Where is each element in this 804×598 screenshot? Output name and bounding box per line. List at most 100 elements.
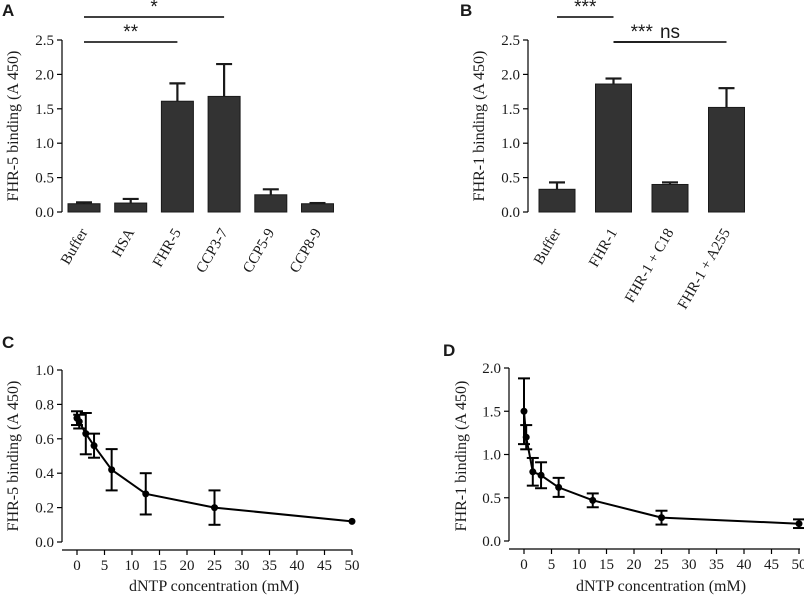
panel-d-y-tick-label: 0.0: [482, 534, 501, 550]
panel-a-letter: A: [2, 1, 14, 20]
panel-d-data-point: [658, 514, 665, 522]
panel-c-y-tick-label: 0.6: [35, 432, 54, 448]
panel-b-significance-label: ***: [631, 22, 654, 43]
panel-b: B 0.0 0.5 1.0 1.5 2.0 2.5 *** *** ns Buffer FHR-…: [460, 0, 745, 312]
panel-d-data-point: [555, 483, 563, 491]
panel-d-series-line: [523, 411, 800, 525]
panel-b-bar: [595, 83, 632, 213]
panel-c-x-tick-label: 40: [290, 558, 305, 574]
panel-a: A 0.00.51.01.52.02.5 *** Buffer HSA FHR-5 C…: [2, 0, 334, 276]
panel-c-y-tick-label: 0.8: [35, 397, 54, 413]
panel-c-y-tick-label: 0.4: [35, 466, 54, 482]
panel-b-y-tick-label: 2.5: [501, 33, 520, 49]
panel-b-bar: [651, 183, 689, 213]
panel-b-y-tick-label: 0.5: [501, 171, 520, 187]
panel-a-y-tick-label: 2.5: [35, 33, 54, 49]
panel-c-y-tick-label: 0.2: [35, 501, 54, 517]
panel-c-x-tick-label: 10: [125, 558, 140, 574]
panel-a-y-tick-label: 1.0: [35, 136, 54, 152]
panel-d-x-tick-label: 10: [572, 557, 587, 573]
panel-b-y-tick-label: 1.5: [501, 102, 520, 118]
panel-b-category-label: Buffer: [531, 226, 564, 268]
panel-d-x-tick-label: 25: [654, 557, 669, 573]
panel-c-x-tick-label: 5: [101, 558, 109, 574]
panel-a-bar: [301, 203, 334, 213]
panel-d-y-tick-label: 2.0: [482, 361, 501, 377]
panel-b-y-tick-label: 1.0: [501, 136, 520, 152]
panel-c-x-label: dNTP concentration (mM): [129, 578, 299, 595]
panel-d-letter: D: [443, 341, 455, 360]
panel-d-x-tick-label: 15: [599, 557, 614, 573]
panel-a-category-label: FHR-5: [150, 226, 185, 270]
panel-b-category-label: FHR-1 + C18: [622, 226, 677, 306]
panel-a-bar: [67, 203, 101, 213]
panel-d-y-ticks: 0.0 0.5 1.0 1.5 2.0: [482, 361, 509, 550]
panel-c-x-tick-label: 35: [262, 558, 277, 574]
panel-a-y-tick-label: 1.5: [35, 102, 54, 118]
panel-c-y-tick-label: 1.0: [35, 363, 54, 379]
panel-a-y-tick-label: 0.5: [35, 171, 54, 187]
panel-c-letter: C: [2, 333, 14, 352]
panel-a-bar: [207, 95, 241, 213]
panel-b-bars: [538, 77, 745, 213]
panel-d-data-point: [589, 496, 597, 504]
panel-c-y-tick-label: 0.0: [35, 535, 54, 551]
panel-c-data-point: [82, 430, 90, 438]
panel-d-data-point: [522, 433, 530, 441]
panel-c-x-ticks: 0 5 10 15 20 25 30 35 40 45 50: [73, 550, 360, 574]
panel-c-y-ticks: 0.0 0.2 0.4 0.6 0.8 1.0: [35, 363, 62, 551]
panel-b-category-label: FHR-1 + A255: [675, 226, 734, 312]
panel-c-x-tick-label: 15: [152, 558, 167, 574]
panel-d-data-point: [795, 520, 803, 528]
panel-a-category-label: CCP3-7: [194, 226, 232, 276]
panel-a-y-label: FHR-5 binding (A 450): [5, 51, 22, 202]
panel-b-category-label: FHR-1: [586, 226, 621, 270]
panel-b-y-tick-label: 2.0: [501, 67, 520, 83]
panel-b-y-ticks: 0.0 0.5 1.0 1.5 2.0 2.5: [501, 33, 528, 221]
panel-a-y-tick-label: 2.0: [35, 67, 54, 83]
panel-a-significance-label: *: [150, 0, 158, 18]
panel-b-bar: [538, 188, 576, 213]
panel-c-x-tick-label: 0: [73, 558, 81, 574]
panel-b-letter: B: [460, 1, 472, 20]
panel-c-data-point: [75, 418, 83, 426]
panel-b-significance: *** *** ns: [557, 0, 727, 43]
panel-b-significance-label: ***: [574, 0, 597, 18]
panel-a-significance-label: **: [123, 22, 138, 43]
panel-d-series: [518, 377, 804, 530]
panel-a-category-label: Buffer: [58, 226, 91, 268]
panel-c-data-point: [142, 490, 150, 498]
panel-b-significance-label: ns: [660, 22, 680, 43]
panel-d-y-tick-label: 0.5: [482, 491, 501, 507]
panel-c-data-point: [108, 466, 116, 474]
panel-a-y-ticks: 0.0 0.5 1.0 1.5 2.0 2.5: [35, 33, 62, 221]
panel-c-x-tick-label: 45: [317, 558, 332, 574]
panel-c-y-label: FHR-5 binding (A 450): [5, 381, 22, 532]
panel-a-y-tick-label: 0.0: [35, 205, 54, 221]
panel-a-x-labels: Buffer HSA FHR-5 CCP3-7 CCP5-9 CCP8-9: [58, 226, 325, 276]
panel-d-x-tick-label: 20: [627, 557, 642, 573]
panel-a-bar: [160, 100, 194, 213]
panel-d-y-tick-label: 1.5: [482, 404, 501, 420]
panel-a-bar: [254, 194, 288, 213]
panel-a-bars: [67, 62, 334, 213]
panel-d-x-label: dNTP concentration (mM): [576, 578, 746, 595]
panel-d-y-label: FHR-1 binding (A 450): [453, 381, 470, 532]
panel-d-y-tick-label: 1.0: [482, 448, 501, 464]
panel-c-x-tick-label: 20: [180, 558, 195, 574]
panel-c-series: [71, 410, 356, 526]
panel-d-data-point: [520, 407, 528, 415]
panel-a-category-label: CCP5-9: [240, 226, 278, 276]
panel-a-bar: [114, 202, 148, 213]
panel-d: D 0.0 0.5 1.0 1.5 2.0 0 5 10 15 20 25 30 35 40 45 50 F…: [443, 341, 804, 595]
panel-d-x-tick-label: 35: [709, 557, 724, 573]
panel-b-y-tick-label: 0.0: [501, 205, 520, 221]
panel-d-x-ticks: 0 5 10 15 20 25 30 35 40 45 50: [520, 549, 804, 573]
panel-c-data-point: [211, 504, 218, 512]
panel-b-bar: [708, 106, 745, 213]
panel-c-x-tick-label: 50: [345, 558, 360, 574]
panel-c-x-tick-label: 25: [207, 558, 222, 574]
panel-d-data-point: [529, 468, 537, 476]
panel-b-y-label: FHR-1 binding (A 450): [471, 51, 488, 202]
